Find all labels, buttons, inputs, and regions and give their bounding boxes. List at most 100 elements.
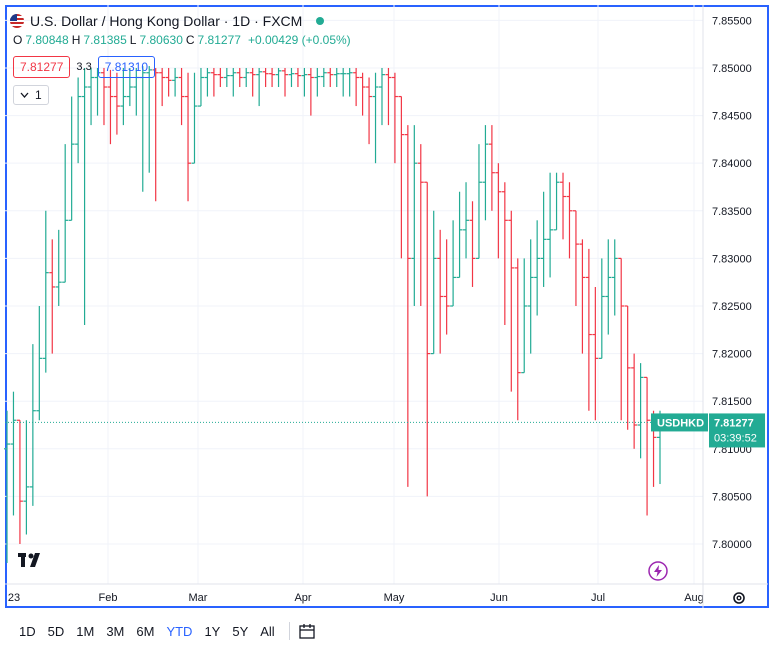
ohlc-bar [197,67,204,107]
ohlc-bar [249,67,256,97]
ohlc-bar [527,239,534,354]
ohlc-bar [443,239,450,335]
ohlc-bar [501,182,508,326]
ohlc-bar [29,344,36,506]
ohlc-bar [68,96,75,221]
timeframe-1m-button[interactable]: 1M [76,623,95,639]
ohlc-bar [475,144,482,259]
y-tick-label: 7.83000 [712,253,752,265]
toolbar-divider [288,622,290,640]
ohlc-bar [514,258,521,421]
ohlc-bar [301,67,308,97]
ohlc-bar [411,125,418,306]
ohlc-bar [540,191,547,287]
x-tick-label: Aug [684,592,704,604]
timeframe-ytd-button[interactable]: YTD [166,623,193,639]
ohlc-bar [320,67,327,88]
ohlc-bar [113,72,120,135]
ohlc-bar [223,67,230,88]
ohlc-bar [42,210,49,373]
ohlc-bar [81,67,88,326]
chart-container[interactable] [5,5,769,608]
ohlc-bar [463,182,470,259]
ohlc-bar [605,239,612,335]
ohlc-legend: O 7.80848 H 7.81385 L 7.80630 C 7.81277 +0.0… [13,33,351,47]
chevron-down-icon [20,92,29,98]
ohlc-bar [139,66,146,192]
ohlc-bar [262,67,269,88]
ohlc-bar [185,72,192,202]
ohlc-bar [553,172,560,231]
ohlc-bar [217,67,224,88]
timeframe-5y-button[interactable]: 5Y [232,623,249,639]
ohlc-bar [398,95,405,259]
y-tick-label: 7.85500 [712,15,752,27]
ohlc-bar [282,67,289,97]
timeframe-all-button[interactable]: All [260,623,275,639]
ohlc-bar [598,258,605,359]
ohlc-bar [482,125,489,221]
ohlc-bar [430,210,437,355]
ohlc-bar [49,239,56,354]
indicators-toggle[interactable]: 1 [13,85,49,105]
ohlc-bar [55,229,62,306]
market-status-dot[interactable] [316,17,325,25]
symbol-tag [651,413,708,432]
x-tick-label: May [384,592,405,604]
ohlc-bar [366,77,373,145]
ohlc-bar [340,67,347,97]
ohlc-bar [469,201,476,287]
ohlc-bar [62,144,69,283]
tradingview-logo[interactable] [18,553,46,567]
ohlc-bar [191,72,198,164]
last-price-tag [709,413,765,448]
ohlc-bar [327,67,334,88]
ohlc-bar [417,144,424,306]
ohlc-bar [378,67,385,126]
buy-price-button[interactable]: 7.81310 [97,56,156,78]
ohlc-bar [88,67,95,126]
ohlc-bar [236,67,243,88]
y-tick-label: 7.81500 [712,396,752,408]
ohlc-bar [385,67,392,126]
ohlc-bar [16,419,23,545]
ohlc-bar [230,67,237,97]
trade-buttons: 7.81277 3.3 7.81310 [13,56,156,78]
ohlc-bar [152,67,159,202]
timeframe-5d-button[interactable]: 5D [47,623,65,639]
gear-icon[interactable] [733,592,745,604]
ohlc-bar [178,67,185,126]
ohlc-bar [314,67,321,97]
ohlc-bar [391,72,398,164]
last-price-label: 7.81277 [714,417,754,429]
ohlc-chart[interactable]: 7.85500 7.85000 7.84500 7.84000 7.83500 7.830… [0,0,770,616]
timeframe-1y-button[interactable]: 1Y [204,623,221,639]
ohlc-bar [159,67,166,107]
ohlc-bar [372,72,379,164]
ohlc-bar [307,67,314,116]
ohlc-bar [23,420,30,535]
ohlc-bar [243,67,250,88]
sell-price-button[interactable]: 7.81277 [13,56,71,78]
y-tick-label: 7.80500 [712,491,752,503]
x-tick-label: Jul [591,592,605,604]
symbol-title[interactable]: U.S. Dollar / Hong Kong Dollar · 1D · FX… [30,13,303,29]
timeframe-1d-button[interactable]: 1D [19,623,36,639]
us-flag-icon [10,14,24,28]
lightning-icon[interactable] [648,561,668,581]
change-value: +0.00429 (+0.05%) [247,33,351,47]
ohlc-bar [437,229,444,354]
ohlc-bar [521,258,528,374]
timeframe-3m-button[interactable]: 3M [106,623,125,639]
ohlc-bar [10,391,17,516]
spread-value: 3.3 [76,61,92,73]
y-tick-label: 7.84000 [712,158,752,170]
timeframe-6m-button[interactable]: 6M [136,623,155,639]
ohlc-bar [644,376,651,516]
indicator-count: 1 [35,88,42,102]
high-label: H [71,33,81,47]
ohlc-bar [126,67,133,107]
x-tick-label: 23 [8,592,20,604]
calendar-range-icon[interactable] [298,622,316,640]
ohlc-bar [333,67,340,88]
